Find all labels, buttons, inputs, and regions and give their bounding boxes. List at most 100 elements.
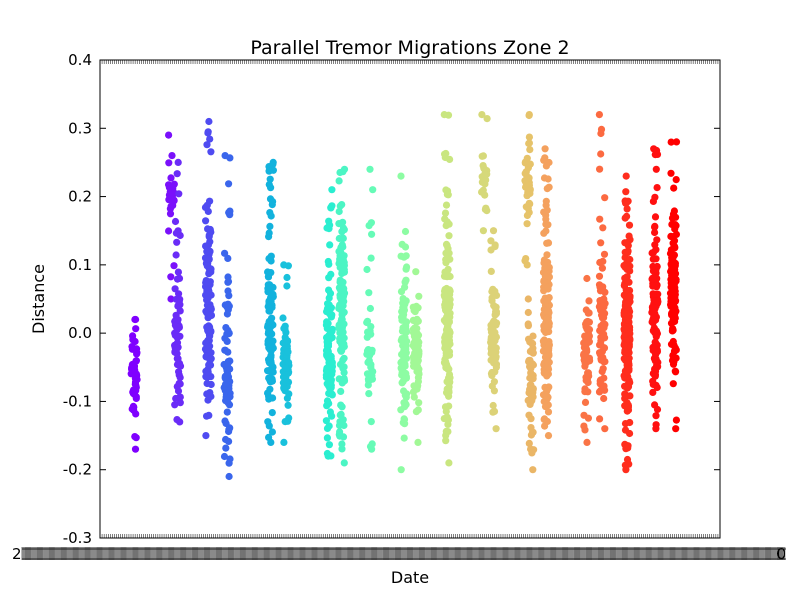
data-point [328, 390, 336, 398]
data-point [170, 180, 178, 188]
data-point [524, 308, 532, 317]
series-12 [440, 111, 454, 467]
data-point [173, 344, 181, 352]
data-point [205, 255, 213, 263]
data-point [601, 194, 609, 202]
data-point [488, 341, 497, 349]
data-point [583, 325, 591, 333]
x-tick-label-overlap-strokes [21, 547, 786, 560]
data-point [414, 331, 423, 339]
data-point [222, 380, 230, 388]
series-15 [521, 111, 534, 269]
data-point [600, 382, 608, 390]
data-point [652, 346, 660, 354]
data-point [222, 371, 230, 380]
data-point [445, 392, 453, 400]
data-point [397, 466, 405, 474]
data-point [337, 244, 345, 252]
data-point [648, 303, 657, 311]
data-point [671, 317, 679, 326]
data-point [284, 401, 292, 409]
data-point [599, 224, 607, 232]
data-point [221, 249, 229, 257]
data-point [415, 292, 423, 300]
data-point [365, 356, 373, 365]
data-point [175, 379, 183, 387]
y-axis: -0.3 -0.2 -0.1 0.0 0.1 0.2 0.3 0.4 [63, 51, 720, 547]
data-point [654, 297, 662, 306]
data-point [130, 362, 138, 370]
data-point [649, 282, 657, 290]
data-point [442, 186, 450, 194]
data-point [207, 265, 215, 273]
data-point [669, 380, 677, 388]
data-point [323, 305, 332, 313]
data-point [620, 341, 628, 349]
data-point [205, 117, 213, 126]
data-point [585, 338, 594, 346]
data-point [283, 282, 291, 290]
data-point [173, 333, 181, 341]
data-point [523, 220, 531, 228]
data-point [268, 409, 276, 417]
data-point [176, 393, 184, 401]
data-point [223, 310, 231, 318]
data-point [479, 162, 487, 170]
data-point [542, 227, 550, 235]
data-point [325, 260, 333, 268]
data-point [621, 426, 630, 434]
data-point [266, 209, 274, 217]
data-point [402, 322, 410, 330]
data-point [203, 247, 211, 255]
data-point [624, 383, 633, 391]
data-point [400, 434, 408, 442]
data-point [269, 344, 277, 353]
data-point [597, 304, 605, 312]
data-point [525, 111, 533, 119]
data-point [328, 186, 336, 194]
data-point [364, 381, 372, 389]
data-point [225, 209, 233, 217]
data-point [672, 416, 681, 424]
data-point [442, 437, 450, 445]
data-point [402, 393, 410, 401]
data-point [225, 329, 233, 337]
data-point [414, 382, 422, 390]
data-point [582, 306, 590, 314]
data-point [600, 344, 609, 352]
data-point [527, 415, 535, 423]
data-point [203, 141, 211, 149]
data-point [411, 324, 419, 332]
data-point [670, 276, 678, 284]
data-point [623, 300, 631, 308]
data-point [167, 174, 175, 182]
data-point [443, 313, 451, 321]
y-axis-label: Distance [29, 264, 48, 334]
data-point [672, 354, 680, 362]
data-point [543, 372, 551, 380]
data-point [523, 211, 532, 220]
data-point [267, 184, 275, 192]
series-10 [397, 172, 411, 474]
data-point [649, 290, 657, 298]
x-axis-label: Date [391, 568, 429, 587]
data-point [169, 190, 177, 198]
data-point [363, 350, 371, 358]
data-point [365, 390, 373, 398]
data-point [441, 287, 449, 295]
series-7 [322, 186, 336, 460]
data-point [284, 348, 292, 356]
data-point [488, 297, 496, 305]
data-point [668, 287, 676, 295]
data-point [487, 333, 495, 341]
data-point [440, 111, 448, 119]
data-point [526, 160, 534, 168]
data-point [401, 227, 410, 236]
data-point [279, 373, 288, 381]
y-tick-label: 0.1 [68, 256, 92, 274]
data-point [269, 198, 277, 206]
data-point [129, 332, 137, 340]
data-point [445, 232, 453, 240]
data-point [174, 268, 182, 276]
data-point [340, 369, 348, 377]
